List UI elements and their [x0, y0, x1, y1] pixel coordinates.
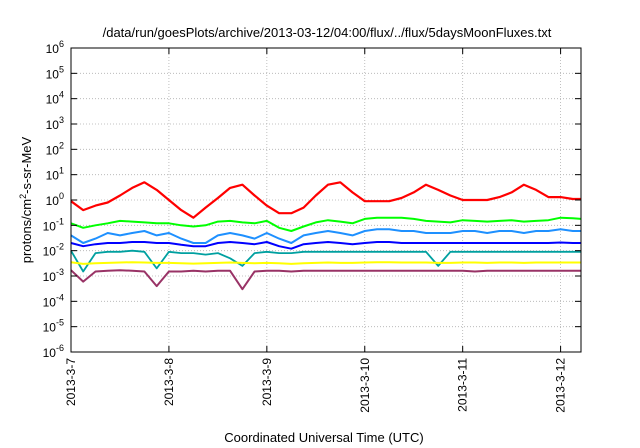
y-tick-label: 10-5	[43, 318, 64, 335]
y-tick-label-exp: 5	[59, 64, 64, 74]
y-tick-label-base: 10	[46, 118, 60, 132]
y-tick-label: 10-3	[43, 267, 64, 284]
y-tick-label-exp: 3	[59, 115, 64, 125]
y-tick-labels: 10-610-510-410-310-210-11001011021031041…	[43, 39, 64, 360]
x-tick-label: 2013-3-10	[358, 358, 372, 413]
x-tick-label: 2013-3-12	[554, 358, 568, 413]
x-tick-label: 2013-3-8	[162, 358, 176, 406]
x-tick-label: 2013-3-7	[64, 358, 78, 406]
y-tick-label-exp: -3	[56, 267, 64, 277]
x-tick-label: 2013-3-11	[456, 358, 470, 412]
y-tick-label-exp: -4	[56, 292, 64, 302]
y-tick-label-base: 10	[46, 169, 60, 183]
y-tick-label: 10-4	[43, 292, 64, 309]
y-tick-label: 102	[46, 140, 64, 157]
y-axis-label-base: protons/cm	[19, 199, 34, 263]
y-tick-label: 106	[46, 39, 64, 56]
x-axis-label: Coordinated Universal Time (UTC)	[224, 430, 423, 445]
y-tick-label-exp: 0	[59, 191, 64, 201]
y-tick-label-exp: 4	[59, 90, 64, 100]
grid	[71, 48, 581, 352]
y-tick-label-exp: -2	[56, 242, 64, 252]
y-axis-label: protons/cm2-s-sr-MeV	[18, 136, 34, 263]
y-tick-label-base: 10	[43, 346, 57, 360]
series-line-7	[70, 269, 581, 291]
y-tick-label-base: 10	[43, 245, 57, 259]
ticks	[70, 47, 581, 353]
y-tick-label: 105	[46, 64, 64, 81]
x-tick-label: 2013-3-9	[260, 358, 274, 406]
y-tick-label: 10-1	[43, 216, 64, 233]
series-line-2	[70, 216, 582, 232]
y-tick-label-exp: -6	[56, 343, 64, 353]
y-tick-label: 10-6	[43, 343, 64, 360]
y-tick-label-base: 10	[43, 295, 57, 309]
y-tick-label: 100	[46, 191, 64, 208]
y-tick-label-base: 10	[46, 93, 60, 107]
y-tick-label-exp: 6	[59, 39, 64, 49]
y-axis-label-rest: -s-sr-MeV	[19, 136, 34, 193]
y-tick-label: 10-2	[43, 242, 64, 259]
y-axis-label-sup: 2	[18, 194, 28, 199]
y-tick-label: 103	[46, 115, 64, 132]
series-line-5	[70, 249, 581, 273]
y-tick-label: 101	[46, 166, 64, 183]
y-tick-label-exp: -1	[56, 216, 64, 226]
y-tick-label-base: 10	[43, 219, 57, 233]
y-tick-label-exp: 2	[59, 140, 64, 150]
chart-title: /data/run/goesPlots/archive/2013-03-12/0…	[103, 25, 552, 40]
y-tick-label-base: 10	[46, 42, 60, 56]
y-tick-label-base: 10	[46, 67, 60, 81]
series-line-6	[70, 261, 581, 265]
series-line-1	[70, 181, 581, 219]
y-tick-label-exp: 1	[59, 166, 64, 176]
y-tick-label-base: 10	[46, 194, 60, 208]
y-tick-label: 104	[46, 90, 64, 107]
series-line-3	[70, 228, 581, 244]
series-group	[70, 181, 582, 291]
y-tick-label-base: 10	[43, 270, 57, 284]
y-tick-label-base: 10	[43, 321, 57, 335]
y-tick-label-exp: -5	[56, 318, 64, 328]
y-tick-label-base: 10	[46, 143, 60, 157]
x-tick-labels: 2013-3-7 2013-3-8 2013-3-9 2013-3-10 2013-3-…	[64, 358, 568, 413]
series-line-4	[70, 241, 581, 250]
